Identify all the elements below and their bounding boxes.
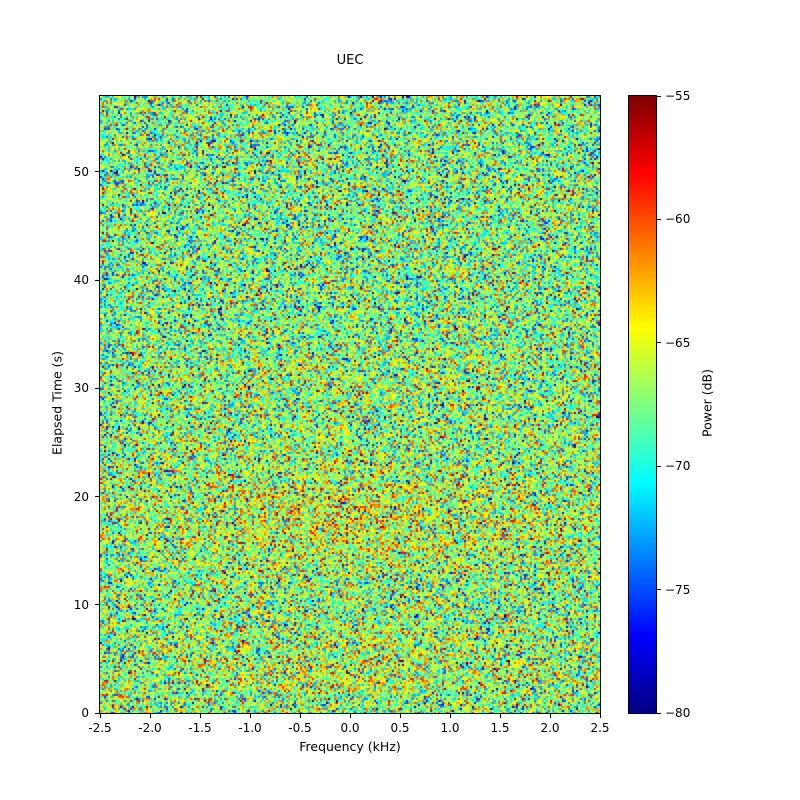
x-tick-mark	[299, 714, 301, 718]
x-tick-mark	[199, 714, 201, 718]
y-tick-mark	[95, 171, 99, 173]
colorbar	[628, 95, 657, 714]
y-tick-mark	[95, 387, 99, 389]
colorbar-tick-mark	[657, 218, 661, 220]
x-tick-mark	[399, 714, 401, 718]
x-tick-mark	[549, 714, 551, 718]
x-tick-mark	[249, 714, 251, 718]
chart-title: UEC	[336, 53, 364, 68]
y-tick-mark	[95, 496, 99, 497]
y-tick-label: 10	[73, 597, 89, 612]
y-tick-mark	[95, 279, 99, 281]
x-tick-label: 1.5	[490, 721, 510, 735]
x-tick-label: -1.5	[188, 721, 212, 735]
x-tick-mark	[499, 714, 501, 718]
x-tick-mark	[599, 714, 601, 718]
colorbar-tick-label: −60	[665, 212, 691, 227]
x-tick-label: -1.0	[238, 721, 262, 735]
colorbar-gradient	[629, 96, 656, 713]
x-tick-mark	[99, 714, 101, 718]
spectrogram-heatmap	[100, 96, 600, 713]
y-tick-mark	[95, 604, 99, 606]
x-tick-mark	[149, 714, 151, 718]
y-axis-label: Elapsed Time (s)	[49, 351, 65, 455]
y-tick-mark	[95, 712, 99, 714]
y-tick-label: 30	[73, 381, 89, 396]
y-tick-label: 0	[81, 706, 89, 720]
x-tick-label: -0.5	[288, 721, 312, 735]
colorbar-tick-mark	[657, 589, 661, 591]
x-axis-label: Frequency (kHz)	[299, 739, 401, 754]
x-tick-label: -2.0	[138, 721, 162, 735]
colorbar-label: Power (dB)	[699, 368, 715, 438]
x-tick-label: 2.0	[540, 721, 560, 735]
x-tick-label: 1.0	[440, 721, 460, 735]
y-tick-label: 50	[73, 164, 89, 179]
colorbar-tick-label: −80	[665, 706, 691, 720]
colorbar-tick-mark	[657, 465, 661, 467]
x-tick-label: 0.5	[390, 721, 410, 735]
x-tick-mark	[349, 714, 351, 718]
colorbar-tick-label: −65	[665, 335, 691, 350]
x-tick-label: 2.5	[590, 721, 610, 735]
x-tick-label: 0.0	[340, 721, 360, 735]
colorbar-tick-mark	[657, 95, 661, 97]
colorbar-tick-label: −75	[665, 582, 691, 597]
colorbar-tick-label: −55	[665, 89, 691, 103]
colorbar-tick-label: −70	[665, 459, 691, 474]
colorbar-tick-mark	[657, 342, 661, 344]
x-tick-label: -2.5	[88, 721, 112, 735]
plot-area	[99, 95, 601, 714]
y-tick-label: 40	[73, 273, 89, 288]
x-tick-mark	[449, 714, 451, 718]
colorbar-tick-mark	[657, 712, 661, 714]
y-tick-label: 20	[73, 489, 89, 504]
